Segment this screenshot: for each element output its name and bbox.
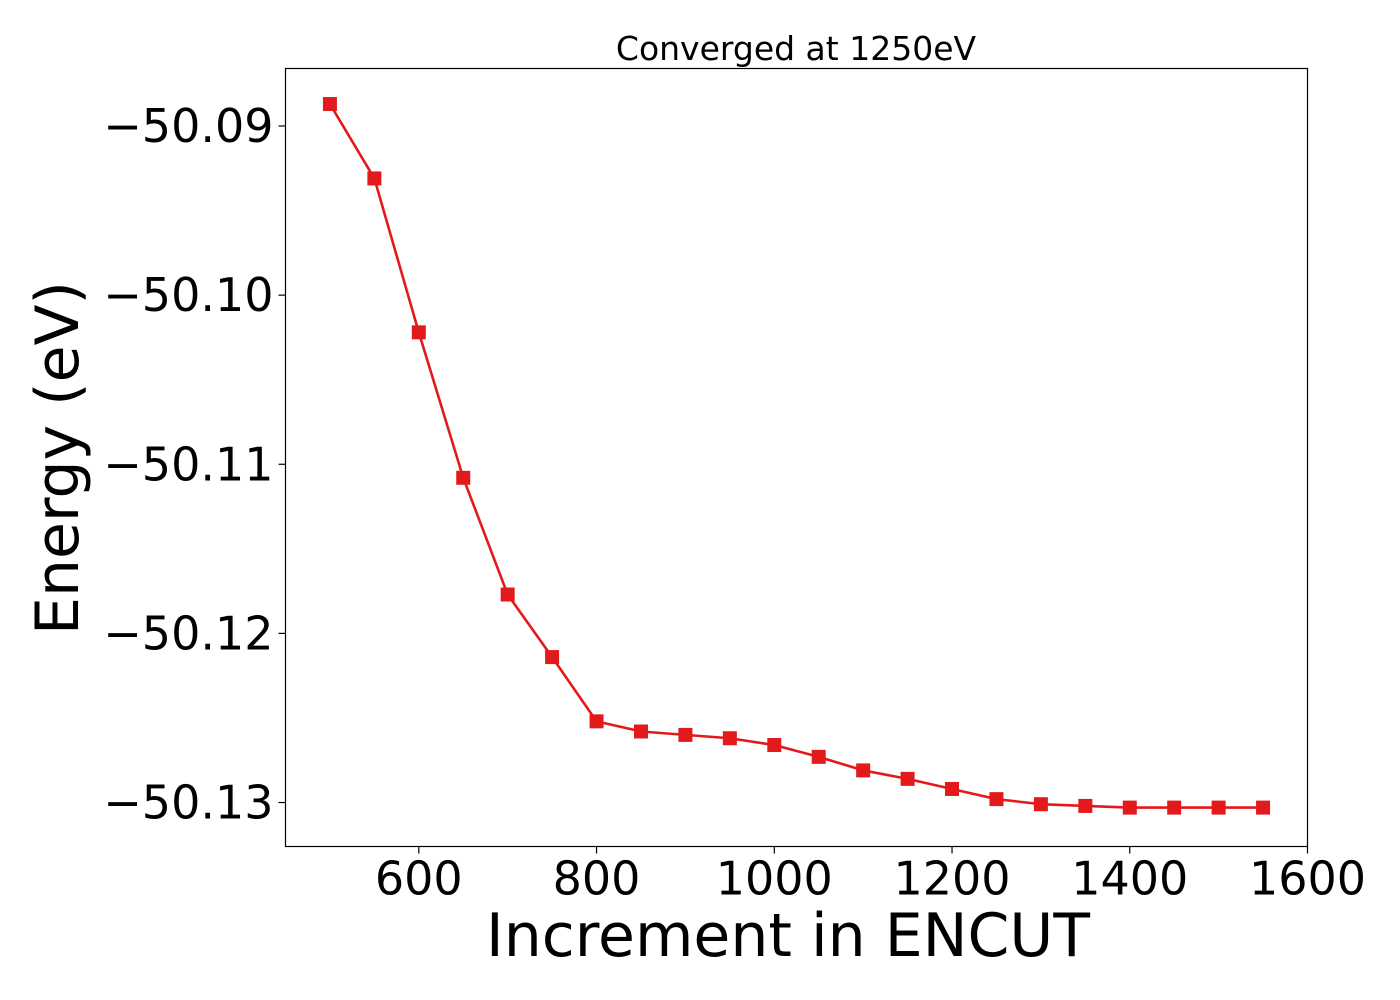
plot-area <box>322 97 1271 815</box>
data-point-marker <box>678 727 693 742</box>
y-tick-label: −50.12 <box>103 606 273 660</box>
data-point-marker <box>545 650 560 665</box>
axes-frame <box>284 67 1309 848</box>
data-point-marker <box>633 724 648 739</box>
x-tick-label: 1000 <box>716 852 833 906</box>
x-axis-ticks: 600 800 1000 1200 1400 1600 <box>375 846 1366 906</box>
data-point-marker <box>1033 797 1048 812</box>
data-point-marker <box>767 738 782 753</box>
data-point-marker <box>322 97 337 112</box>
data-point-marker <box>856 763 871 778</box>
chart-title: Converged at 1250eV <box>616 29 977 68</box>
x-tick-label: 1400 <box>1071 852 1188 906</box>
data-point-marker <box>500 587 515 602</box>
data-point-marker <box>1122 800 1137 815</box>
y-axis-ticks: −50.09 −50.10 −50.11 −50.12 −50.13 <box>103 99 286 830</box>
data-point-marker <box>1167 800 1182 815</box>
data-point-marker <box>945 781 960 796</box>
y-tick-label: −50.09 <box>103 99 273 153</box>
x-tick-label: 1600 <box>1249 852 1366 906</box>
y-axis-label: Energy (eV) <box>23 281 93 635</box>
data-point-marker <box>456 470 471 485</box>
data-point-marker <box>411 325 426 340</box>
data-point-marker <box>811 749 826 764</box>
data-point-marker <box>367 171 382 186</box>
x-tick-label: 800 <box>553 852 641 906</box>
data-point-marker <box>900 771 915 786</box>
y-tick-label: −50.10 <box>103 268 273 322</box>
y-tick-label: −50.13 <box>103 776 273 830</box>
x-tick-label: 1200 <box>893 852 1010 906</box>
data-point-marker <box>989 792 1004 807</box>
data-point-marker <box>722 731 737 746</box>
data-point-marker <box>589 714 604 729</box>
series-line <box>328 103 1264 809</box>
data-point-marker <box>1078 798 1093 813</box>
x-tick-label: 600 <box>375 852 463 906</box>
data-point-marker <box>1256 800 1271 815</box>
data-point-marker <box>1211 800 1226 815</box>
x-axis-label: Increment in ENCUT <box>486 901 1090 971</box>
y-tick-label: −50.11 <box>103 437 273 491</box>
